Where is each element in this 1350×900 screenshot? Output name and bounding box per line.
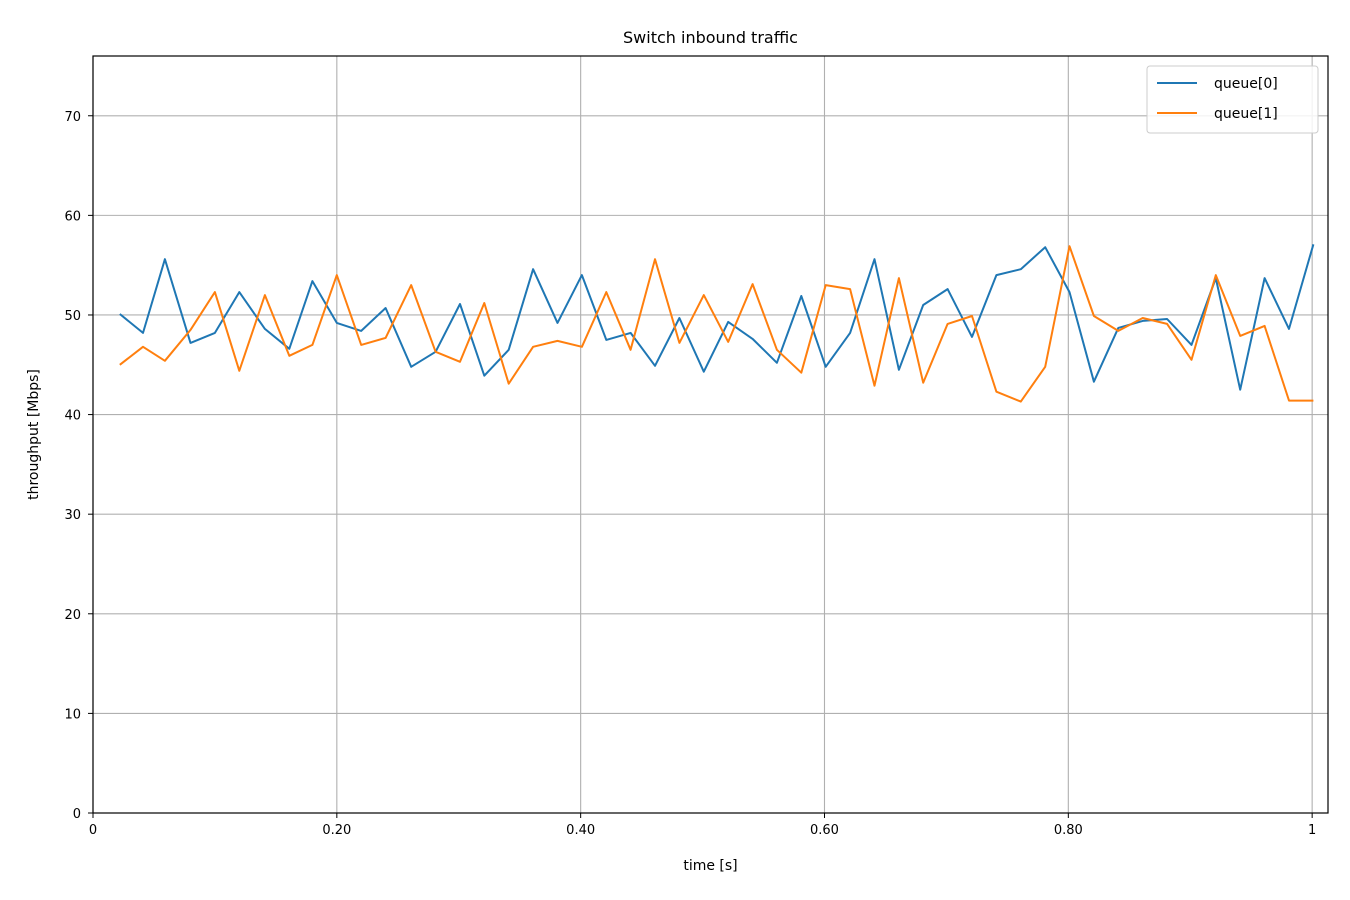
legend-label-1: queue[1] [1214, 106, 1278, 122]
y-tick-label: 40 [64, 409, 81, 424]
x-tick-label: 0.40 [566, 823, 595, 838]
legend-label-0: queue[0] [1214, 76, 1278, 92]
y-tick-label: 70 [64, 110, 81, 125]
grid [92, 56, 1328, 813]
x-tick-label: 0 [89, 823, 97, 838]
chart-title: Switch inbound traffic [623, 28, 798, 47]
y-tick-label: 0 [73, 807, 81, 822]
y-axis: 0 10 20 30 40 50 60 70 [64, 110, 93, 822]
y-tick-label: 20 [64, 608, 81, 623]
y-tick-label: 60 [64, 209, 81, 224]
series-line-0 [119, 244, 1315, 391]
y-tick-label: 30 [64, 508, 81, 523]
x-axis: 0 0.20 0.40 0.60 0.80 1 [89, 813, 1316, 838]
y-tick-label: 50 [64, 309, 81, 324]
x-tick-label: 0.60 [810, 823, 839, 838]
series-line-1 [119, 245, 1314, 403]
y-tick-label: 10 [64, 707, 81, 722]
series-layer [119, 244, 1315, 403]
legend: queue[0] queue[1] [1146, 65, 1319, 134]
x-tick-label: 0.20 [322, 823, 351, 838]
y-axis-label: throughput [Mbps] [26, 369, 42, 500]
x-axis-label: time [s] [683, 858, 737, 874]
x-tick-label: 0.80 [1054, 823, 1083, 838]
plot-frame [92, 55, 1329, 814]
x-tick-label: 1 [1308, 823, 1316, 838]
